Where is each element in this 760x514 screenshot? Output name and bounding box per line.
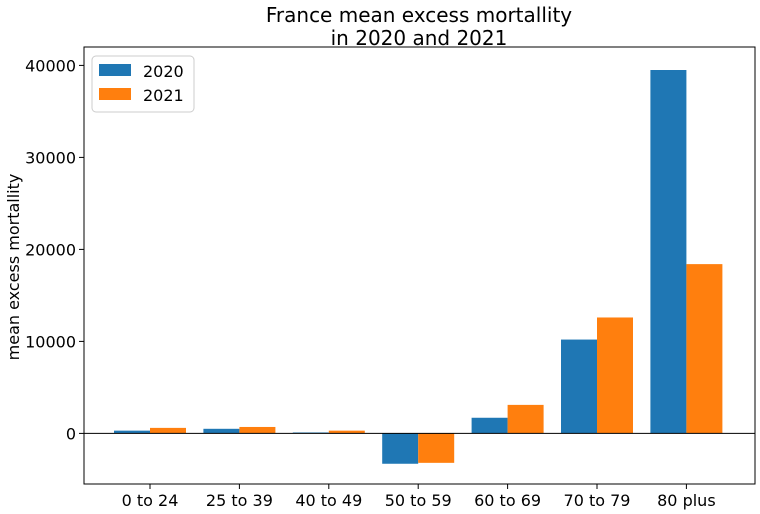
y-tick-label-0: 0 — [66, 424, 76, 443]
x-tick-label-4: 60 to 69 — [474, 491, 541, 510]
legend: 2020 2021 — [91, 55, 195, 113]
x-tick-label-0: 0 to 24 — [122, 491, 179, 510]
bar-2020-1 — [203, 428, 240, 434]
bar-2021-1 — [239, 426, 276, 434]
bar-2021-0 — [150, 427, 186, 434]
bar-2020-5 — [561, 339, 597, 434]
x-tick-label-6: 80 plus — [657, 491, 716, 510]
bars-group — [114, 70, 723, 464]
x-axis-ticks: 0 to 24 25 to 39 40 to 49 50 to 59 60 to 69 7… — [122, 484, 716, 510]
legend-label-2020: 2020 — [143, 62, 184, 81]
bar-2020-4 — [471, 417, 508, 434]
legend-swatch-2021 — [99, 88, 131, 100]
x-tick-label-1: 25 to 39 — [206, 491, 273, 510]
legend-swatch-2020 — [99, 64, 131, 76]
bar-2020-6 — [650, 70, 687, 434]
legend-label-2021: 2021 — [143, 86, 184, 105]
plot-area-frame — [83, 46, 756, 485]
bar-2021-2 — [328, 430, 365, 434]
y-tick-label-4: 40000 — [25, 56, 76, 75]
y-axis-label: mean excess mortallity — [4, 174, 23, 361]
bar-2020-0 — [114, 430, 150, 434]
bar-2021-4 — [507, 404, 544, 434]
y-tick-label-1: 10000 — [25, 332, 76, 351]
chart-title-line-1: France mean excess mortallity — [266, 3, 572, 27]
y-axis-ticks: 0 10000 20000 30000 40000 — [25, 56, 84, 443]
bar-2021-3 — [418, 433, 455, 463]
x-tick-label-3: 50 to 59 — [385, 491, 452, 510]
bar-2021-6 — [686, 264, 723, 434]
chart-title-line-2: in 2020 and 2021 — [331, 26, 508, 50]
bar-2020-3 — [382, 433, 419, 464]
x-tick-label-2: 40 to 49 — [295, 491, 362, 510]
y-tick-label-2: 20000 — [25, 240, 76, 259]
y-tick-label-3: 30000 — [25, 148, 76, 167]
x-tick-label-5: 70 to 79 — [564, 491, 631, 510]
bar-2021-5 — [597, 317, 633, 434]
